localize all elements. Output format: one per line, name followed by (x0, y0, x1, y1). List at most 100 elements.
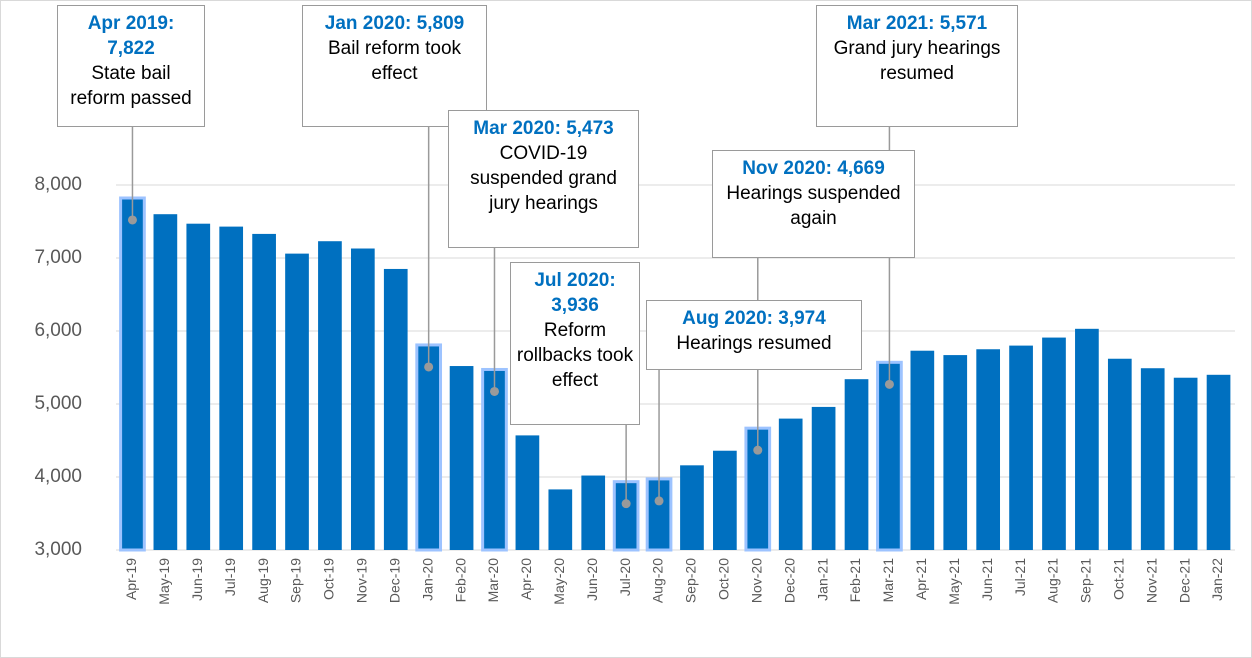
annotation-label: Jan 2020: 5,809 (324, 13, 465, 34)
x-tick-label: Aug-21 (1045, 558, 1061, 603)
x-tick-label: May-19 (156, 558, 172, 605)
bar (778, 418, 803, 550)
connector-dot (127, 215, 137, 225)
x-tick-label: Jul-21 (1012, 558, 1028, 596)
connector-dot (753, 445, 763, 455)
bar (252, 233, 276, 550)
x-tick-label: Jan-22 (1209, 558, 1225, 601)
x-tick-label: Feb-20 (452, 558, 468, 603)
x-tick-label: Dec-19 (386, 558, 402, 603)
annotation-box: Nov 2020: 4,669 Hearings suspended again (712, 150, 915, 258)
annotation-label: Jul 2020: 3,936 (534, 270, 616, 316)
bar (383, 268, 408, 550)
annotation-text: State bail reform passed (70, 63, 192, 109)
bar (219, 226, 244, 551)
x-tick-label: Jul-20 (617, 558, 633, 596)
connector-dot (884, 379, 894, 389)
y-tick-label: 3,000 (34, 539, 82, 560)
bar (910, 350, 935, 550)
annotation-box: Mar 2020: 5,473 COVID-19 suspended grand … (448, 110, 639, 248)
x-tick-label: Jun-20 (584, 558, 600, 601)
bar (713, 450, 737, 550)
y-tick-label: 8,000 (34, 174, 82, 195)
x-tick-label: Nov-19 (354, 558, 370, 603)
x-tick-label: Feb-21 (847, 558, 863, 603)
x-tick-label: Oct-21 (1111, 558, 1127, 600)
annotation-text: Reform rollbacks took effect (516, 320, 634, 391)
annotation-box: Aug 2020: 3,974 Hearings resumed (646, 300, 862, 370)
annotation-text: Hearings suspended again (726, 183, 901, 229)
x-tick-label: Sep-21 (1078, 558, 1094, 603)
bar (1107, 358, 1132, 550)
connector-dot (654, 496, 664, 506)
bar (876, 360, 903, 552)
bar (1075, 328, 1099, 550)
x-tick-label: Aug-20 (650, 558, 666, 603)
bar (548, 489, 573, 550)
bar (119, 196, 146, 552)
bar (481, 367, 508, 552)
annotation-box: Mar 2021: 5,571 Grand jury hearings resum… (816, 5, 1018, 127)
bar (1173, 377, 1198, 550)
x-tick-label: Dec-20 (781, 558, 797, 603)
annotation-label: Nov 2020: 4,669 (742, 158, 885, 179)
annotation-box: Jan 2020: 5,809 Bail reform took effect (302, 5, 487, 127)
bar (844, 379, 869, 550)
bar (415, 343, 443, 552)
annotation-label: Apr 2019: 7,822 (87, 13, 175, 59)
annotation-label: Mar 2020: 5,473 (473, 118, 614, 139)
x-tick-label: Jan-21 (814, 558, 830, 601)
annotation-box: Apr 2019: 7,822 State bail reform passed (57, 5, 205, 127)
x-tick-label: Jun-19 (189, 558, 205, 601)
annotation-box: Jul 2020: 3,936 Reform rollbacks took eff… (510, 262, 640, 425)
annotation-text: Bail reform took effect (327, 38, 462, 84)
annotation-text: Hearings resumed (676, 333, 832, 354)
x-tick-label: Jul-19 (222, 558, 238, 596)
x-tick-label: Apr-20 (518, 558, 534, 600)
bar (186, 223, 211, 550)
bar (680, 465, 704, 550)
x-tick-label: Sep-19 (288, 558, 304, 603)
connector-dot (489, 386, 499, 396)
x-tick-label: Sep-20 (683, 558, 699, 603)
bar (515, 435, 540, 550)
x-tick-label: May-21 (946, 558, 962, 605)
bar (1140, 368, 1165, 550)
x-tick-label: Aug-19 (255, 558, 271, 603)
annotation-text: Grand jury hearings resumed (833, 38, 1001, 84)
bar (1009, 345, 1033, 550)
x-tick-label: Apr-19 (123, 558, 139, 600)
y-tick-label: 7,000 (34, 247, 82, 268)
connector-dot (424, 362, 434, 372)
bar (811, 406, 836, 550)
x-tick-label: Nov-21 (1143, 558, 1159, 603)
x-tick-label: May-20 (551, 558, 567, 605)
x-tick-label: Apr-21 (913, 558, 929, 600)
x-tick-label: Jun-21 (979, 558, 995, 601)
bar (318, 241, 342, 550)
connector-dot (621, 499, 631, 509)
x-tick-label: Jan-20 (419, 558, 435, 601)
bar (581, 475, 606, 550)
y-tick-label: 5,000 (34, 393, 82, 414)
x-tick-label: Mar-20 (485, 558, 501, 603)
bar (350, 248, 375, 550)
bar (153, 214, 178, 550)
x-tick-label: Dec-21 (1176, 558, 1192, 603)
y-tick-label: 6,000 (34, 320, 82, 341)
bar (1206, 374, 1231, 550)
bar (449, 366, 474, 550)
y-tick-label: 4,000 (34, 466, 82, 487)
x-tick-label: Mar-21 (880, 558, 896, 603)
annotation-label: Mar 2021: 5,571 (846, 13, 988, 34)
bar (976, 349, 1001, 550)
bar (285, 253, 309, 550)
x-tick-label: Nov-20 (748, 558, 764, 603)
x-tick-label: Oct-20 (716, 558, 732, 600)
bar (943, 355, 968, 550)
annotation-text: COVID-19 suspended grand jury hearings (470, 143, 617, 214)
bar (1042, 337, 1066, 550)
x-tick-label: Oct-19 (321, 558, 337, 600)
